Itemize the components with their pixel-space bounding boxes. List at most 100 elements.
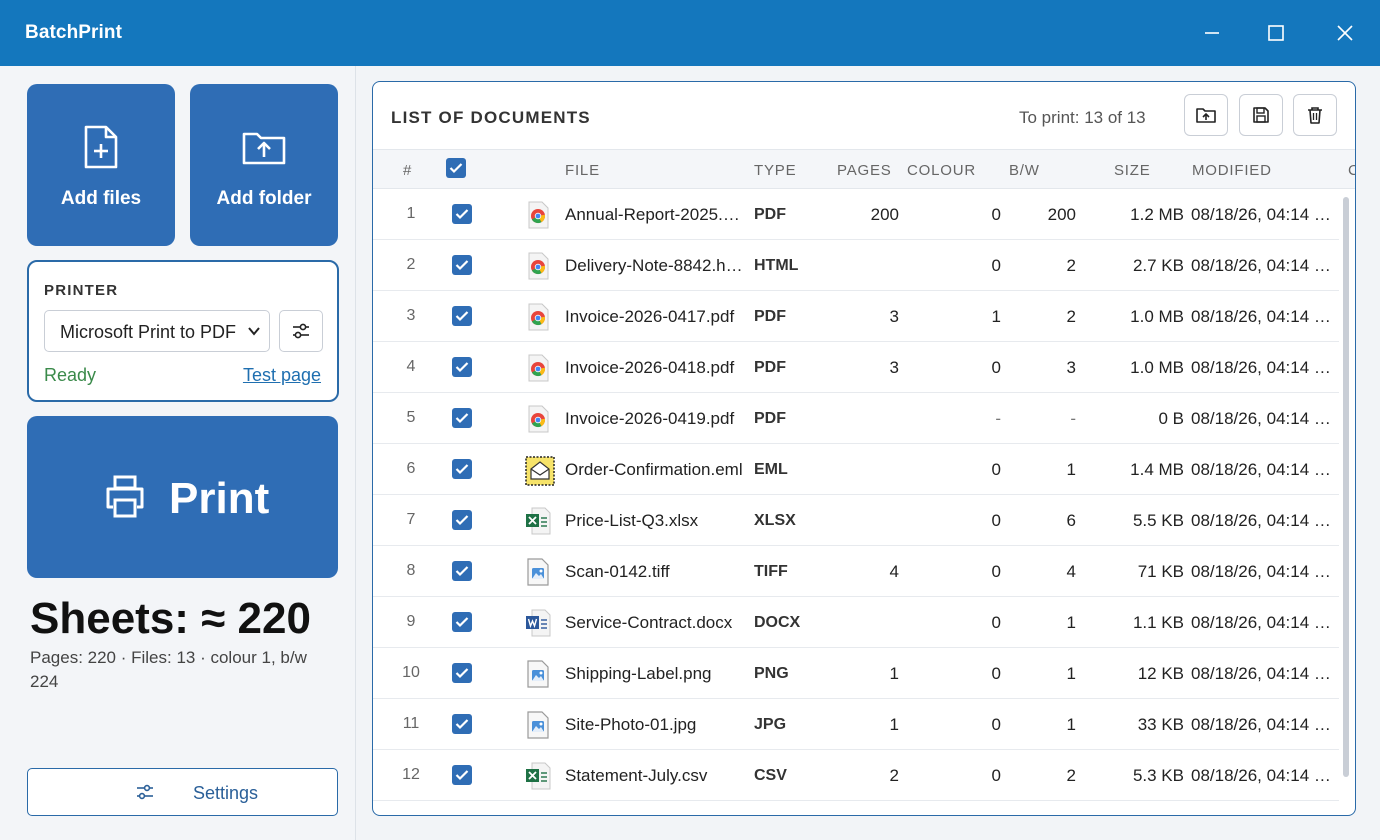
add-folder-button[interactable]: Add folder	[190, 84, 338, 246]
column-header-extra[interactable]: C	[1348, 162, 1355, 179]
row-checkbox[interactable]	[452, 357, 472, 377]
column-header-num[interactable]: #	[403, 162, 413, 179]
row-number: 4	[406, 358, 416, 375]
row-pages: 1	[889, 715, 899, 734]
row-checkbox[interactable]	[452, 510, 472, 530]
row-file-type: PDF	[754, 359, 786, 376]
save-icon	[1253, 107, 1269, 123]
sidebar: Add files Add folder PRINTER Microsoft P…	[0, 66, 356, 840]
save-list-button[interactable]	[1239, 94, 1283, 136]
folder-upload-icon	[242, 132, 286, 165]
row-file-type: EML	[754, 461, 788, 478]
table-row[interactable]: 4 Invoice-2026-0418.pdf PDF 3 0 3 1.0 MB 08/18/…	[373, 342, 1339, 393]
row-number: 10	[402, 664, 420, 681]
printer-properties-button[interactable]	[279, 310, 323, 352]
image-icon	[525, 711, 551, 739]
row-checkbox[interactable]	[452, 459, 472, 479]
row-colour: 0	[991, 562, 1001, 581]
app-title: BatchPrint	[25, 22, 123, 43]
sheets-summary: Pages: 220 · Files: 13 · colour 1, b/w 2…	[30, 648, 307, 691]
row-file-name: Service-Contract.docx	[565, 613, 733, 632]
row-checkbox[interactable]	[452, 561, 472, 581]
row-file-type: PNG	[754, 665, 789, 682]
row-bw: 3	[1066, 358, 1076, 377]
row-checkbox[interactable]	[452, 306, 472, 326]
row-colour: 0	[991, 511, 1001, 530]
row-file-name: Annual-Report-2025.pdf	[565, 205, 745, 224]
row-modified: 08/18/26, 04:14 PM	[1191, 766, 1331, 785]
row-modified: 08/18/26, 04:14 PM	[1191, 511, 1331, 530]
row-pages: 3	[889, 307, 899, 326]
print-button[interactable]: Print	[27, 416, 338, 578]
row-number: 1	[406, 205, 416, 222]
select-all-checkbox[interactable]	[446, 158, 466, 178]
column-header-pages[interactable]: PAGES	[837, 162, 892, 179]
row-size: 2.7 KB	[1132, 256, 1184, 275]
row-bw: 4	[1066, 562, 1076, 581]
column-header-size[interactable]: SIZE	[1114, 162, 1151, 179]
row-file-name: Shipping-Label.png	[565, 664, 712, 683]
column-header-type[interactable]: TYPE	[754, 162, 797, 179]
table-row[interactable]: 5 Invoice-2026-0419.pdf PDF - - 0 B 08/18/26, …	[373, 393, 1339, 444]
row-file-name: Invoice-2026-0418.pdf	[565, 358, 735, 377]
printer-card: PRINTER Microsoft Print to PDF Ready Tes…	[27, 260, 339, 402]
row-checkbox[interactable]	[452, 612, 472, 632]
row-bw: 1	[1066, 664, 1076, 683]
maximize-button[interactable]	[1253, 12, 1299, 54]
row-checkbox[interactable]	[452, 663, 472, 683]
close-button[interactable]	[1322, 12, 1368, 54]
row-file-type: TIFF	[754, 563, 788, 580]
row-file-name: Statement-July.csv	[565, 766, 708, 785]
import-folder-button[interactable]	[1184, 94, 1228, 136]
printer-select[interactable]: Microsoft Print to PDF	[44, 310, 270, 352]
row-pages: 2	[889, 766, 899, 785]
clear-list-button[interactable]	[1293, 94, 1337, 136]
row-bw: -	[1070, 409, 1076, 428]
row-modified: 08/18/26, 04:14 PM	[1191, 613, 1331, 632]
table-row[interactable]: 10 Shipping-Label.png PNG 1 0 1 12 KB 08/18/26,…	[373, 648, 1339, 699]
column-header-bw[interactable]: B/W	[1009, 162, 1040, 179]
row-modified: 08/18/26, 04:14 PM	[1191, 358, 1331, 377]
row-checkbox[interactable]	[452, 255, 472, 275]
row-checkbox[interactable]	[452, 714, 472, 734]
table-row[interactable]: 8 Scan-0142.tiff TIFF 4 0 4 71 KB 08/18/26, 04:…	[373, 546, 1339, 597]
table-row[interactable]: 6 Order-Confirmation.eml EML 0 1 1.4 MB 08/18/…	[373, 444, 1339, 495]
chrome-icon	[525, 303, 551, 331]
printer-icon	[106, 475, 144, 518]
add-files-button[interactable]: Add files	[27, 84, 175, 246]
row-file-name: Delivery-Note-8842.html	[565, 256, 745, 275]
maximize-icon	[1268, 25, 1284, 41]
row-file-type: PDF	[754, 410, 786, 427]
row-number: 9	[406, 613, 416, 630]
close-icon	[1337, 25, 1353, 41]
row-modified: 08/18/26, 04:14 PM	[1191, 409, 1331, 428]
table-row[interactable]: 11 Site-Photo-01.jpg JPG 1 0 1 33 KB 08/18/26, …	[373, 699, 1339, 750]
printer-header: PRINTER	[44, 282, 119, 299]
row-modified: 08/18/26, 04:14 PM	[1191, 256, 1331, 275]
row-size: 5.3 KB	[1132, 766, 1184, 785]
table-row[interactable]: 9 Service-Contract.docx DOCX 0 1 1.1 KB 08/18/…	[373, 597, 1339, 648]
test-page-link[interactable]: Test page	[242, 365, 321, 385]
minimize-button[interactable]	[1189, 12, 1235, 54]
table-row[interactable]: 7 Price-List-Q3.xlsx XLSX 0 6 5.5 KB 08/18/26,…	[373, 495, 1339, 546]
column-header-modified[interactable]: MODIFIED	[1192, 162, 1272, 179]
table-row[interactable]: 3 Invoice-2026-0417.pdf PDF 3 1 2 1.0 MB 08/18/…	[373, 291, 1339, 342]
sheets-count: Sheets: ≈ 220	[30, 594, 311, 643]
column-header-colour[interactable]: COLOUR	[907, 162, 976, 179]
image-icon	[525, 660, 551, 688]
row-checkbox[interactable]	[452, 408, 472, 428]
table-row[interactable]: 1 Annual-Report-2025.pdf PDF 200 0 200 1.2 MB 0…	[373, 189, 1339, 240]
row-size: 1.2 MB	[1130, 205, 1184, 224]
row-checkbox[interactable]	[452, 204, 472, 224]
row-colour: 0	[991, 766, 1001, 785]
row-file-name: Site-Photo-01.jpg	[565, 715, 697, 734]
row-checkbox[interactable]	[452, 765, 472, 785]
settings-button[interactable]: Settings	[27, 768, 338, 816]
row-bw: 2	[1066, 307, 1076, 326]
table-row[interactable]: 2 Delivery-Note-8842.html HTML 0 2 2.7 KB 08/1…	[373, 240, 1339, 291]
column-header-file[interactable]: FILE	[565, 162, 600, 179]
scrollbar[interactable]	[1341, 189, 1351, 779]
table-row[interactable]: 12 Statement-July.csv CSV 2 0 2 5.3 KB 08/18/26…	[373, 750, 1339, 801]
add-folder-label: Add folder	[216, 188, 312, 209]
scrollbar-thumb[interactable]	[1343, 197, 1349, 777]
